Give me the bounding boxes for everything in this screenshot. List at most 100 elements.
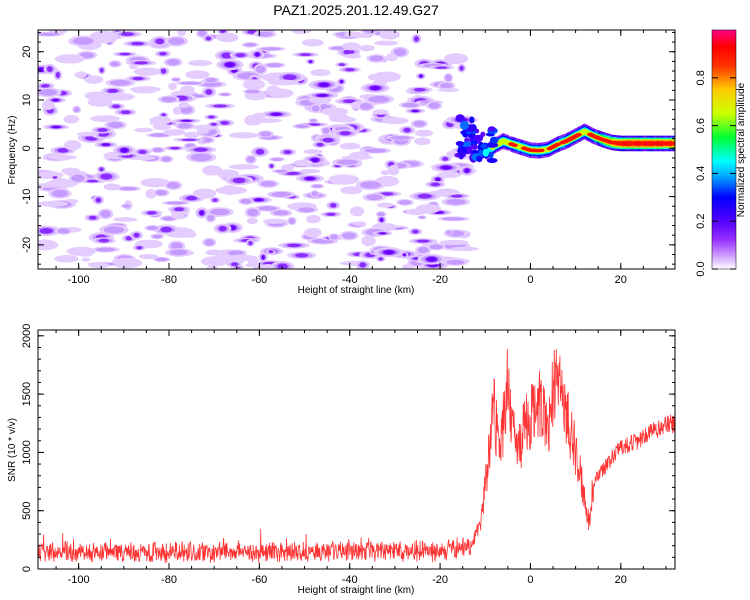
noise-blob-mid xyxy=(260,181,276,187)
noise-blob-peak xyxy=(225,62,235,67)
colorbar-ticks: 0.0 0.2 0.4 0.6 0.8 xyxy=(695,70,736,277)
colorbar-tick-label: 0.2 xyxy=(695,214,707,229)
noise-blob-core xyxy=(125,236,133,241)
y-tick-label: -20 xyxy=(21,237,33,253)
track-fringe xyxy=(476,155,483,163)
noise-blob-mid xyxy=(417,247,429,254)
y-tick-label: 1500 xyxy=(21,382,33,406)
noise-blob-mid xyxy=(119,186,137,191)
noise-blob-mid xyxy=(364,148,387,153)
noise-blob-outer xyxy=(81,257,91,262)
noise-blob-core xyxy=(112,104,120,109)
noise-blob-core xyxy=(41,84,50,88)
noise-blob-outer xyxy=(184,231,197,238)
noise-blob-mid xyxy=(220,92,230,96)
noise-blob-core xyxy=(339,131,351,136)
noise-blob-core xyxy=(451,194,463,198)
noise-blob-peak xyxy=(419,74,423,78)
noise-blob-mid xyxy=(246,156,255,163)
noise-blob-core xyxy=(160,226,173,233)
noise-blob-mid xyxy=(429,244,443,250)
noise-blob-mid xyxy=(168,37,185,45)
x-tick-label: -80 xyxy=(161,574,177,586)
noise-blob-outer xyxy=(352,221,367,226)
noise-blob-outer xyxy=(380,170,390,176)
noise-blob-mid xyxy=(244,42,257,47)
noise-blob-core xyxy=(380,192,394,196)
track-fringe xyxy=(455,114,465,123)
noise-blob-core xyxy=(133,232,140,238)
noise-blob-mid xyxy=(259,131,272,137)
noise-blob-mid xyxy=(172,77,180,82)
noise-blob-core xyxy=(218,225,227,232)
noise-blob-mid xyxy=(329,234,339,240)
noise-blob-outer xyxy=(344,31,363,38)
noise-blob-core xyxy=(155,38,164,45)
x-tick-label: 20 xyxy=(615,574,627,586)
noise-blob-core xyxy=(120,32,134,36)
y-tick-label: 1000 xyxy=(21,440,33,464)
y-tick-label: 0 xyxy=(21,145,33,151)
noise-blob-core xyxy=(98,238,110,243)
x-tick-label: -60 xyxy=(251,274,267,286)
noise-blob-core xyxy=(169,146,180,150)
noise-blob-peak xyxy=(182,119,191,122)
noise-blob-outer xyxy=(128,64,139,70)
spectrogram-x-axis: -100 -80 -60 -40 -20 0 20 xyxy=(55,30,667,286)
colorbar: 0.0 0.2 0.4 0.6 0.8 Normalized spectral ampl… xyxy=(695,29,747,277)
noise-blob-outer xyxy=(242,79,266,90)
noise-blob-outer xyxy=(359,44,375,52)
noise-blob-outer xyxy=(340,186,363,195)
noise-blob-core xyxy=(232,177,246,184)
x-tick-label: -20 xyxy=(432,574,448,586)
noise-blob-outer xyxy=(291,30,312,35)
noise-blob-core xyxy=(120,110,131,115)
noise-blob-core xyxy=(286,243,302,248)
noise-blob-mid xyxy=(271,191,292,197)
noise-blob-core xyxy=(161,113,166,117)
spectrogram-y-label: Frequency (Hz) xyxy=(7,116,18,185)
noise-blob-core xyxy=(417,193,432,199)
noise-blob-peak xyxy=(427,257,436,262)
noise-blob-core xyxy=(322,137,334,143)
noise-blob-mid xyxy=(274,169,288,173)
noise-blob-core xyxy=(86,179,99,183)
noise-blob-outer xyxy=(215,32,239,43)
noise-blob-peak xyxy=(340,80,343,84)
noise-blob-mid xyxy=(110,79,131,86)
noise-blob-peak xyxy=(120,148,128,153)
noise-blob-core xyxy=(174,207,185,212)
noise-blob-outer xyxy=(450,246,480,252)
snr-frame xyxy=(37,329,676,570)
noise-blob-core xyxy=(248,240,253,246)
snr-series-line xyxy=(38,348,675,563)
noise-blob-outer xyxy=(88,262,110,269)
noise-blob-core xyxy=(235,53,246,58)
track-fringe xyxy=(486,157,498,164)
x-tick-label: -100 xyxy=(68,274,90,286)
snr-panel: -100 -80 -60 -40 -20 0 20 0 500 1000 1500 2000 Hei… xyxy=(7,324,676,596)
noise-blob-outer xyxy=(329,176,359,185)
track-fringe xyxy=(473,134,484,142)
track-fringe xyxy=(488,151,494,159)
noise-blob-mid xyxy=(180,106,193,114)
noise-blob-outer xyxy=(149,116,172,125)
x-tick-label: -40 xyxy=(342,274,358,286)
noise-blob-mid xyxy=(205,77,217,83)
noise-blob-peak xyxy=(102,143,110,146)
noise-blob-outer xyxy=(89,115,120,122)
noise-blob-core xyxy=(435,66,448,69)
noise-blob-outer xyxy=(228,132,258,139)
noise-blob-outer xyxy=(38,183,64,188)
track-segment xyxy=(511,143,518,147)
noise-blob-outer xyxy=(152,123,172,131)
x-tick-label: -100 xyxy=(68,574,90,586)
noise-blob-mid xyxy=(190,153,212,162)
noise-blob-mid xyxy=(155,189,168,196)
noise-blob-mid xyxy=(197,30,207,37)
noise-blob-peak xyxy=(317,94,328,97)
noise-blob-peak xyxy=(464,168,470,173)
noise-blob-mid xyxy=(445,198,466,205)
noise-blob-core xyxy=(210,122,217,126)
noise-blob-mid xyxy=(342,232,356,239)
